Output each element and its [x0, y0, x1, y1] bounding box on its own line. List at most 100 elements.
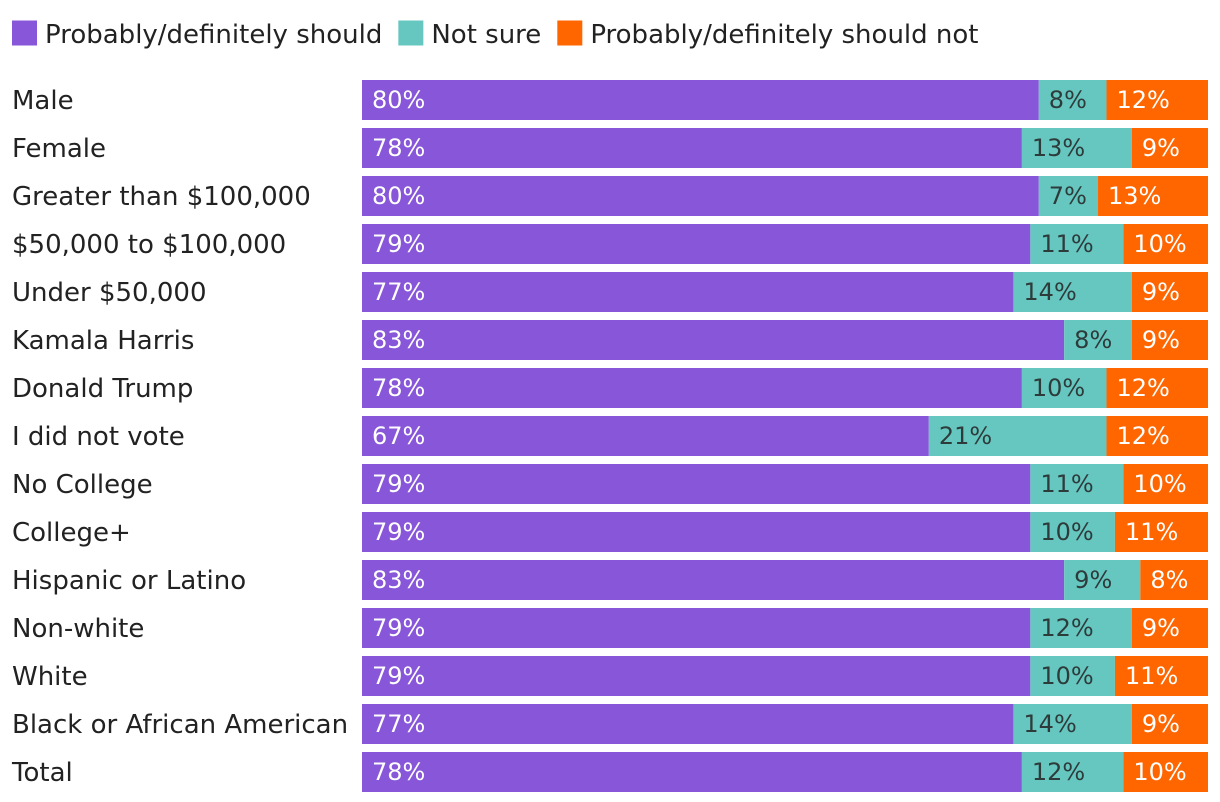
bar-segment-probably-definitely-should-not: [1114, 656, 1208, 696]
value-label: 79%: [372, 470, 425, 498]
value-label: 14%: [1023, 278, 1076, 306]
category-label: Non-white: [12, 614, 144, 644]
bar-segment-not-sure: [1013, 272, 1132, 312]
bar-segment-probably-definitely-should-not: [1098, 176, 1208, 216]
category-label: Total: [11, 758, 73, 788]
category-labels: Male Female Greater than $100,000 $50,000 t…: [11, 86, 348, 788]
category-label: Greater than $100,000: [12, 182, 311, 212]
value-label: 9%: [1142, 326, 1180, 354]
bar-segment-probably-definitely-should: [362, 704, 1014, 744]
value-label: 9%: [1074, 566, 1112, 594]
bar-segment-probably-definitely-should: [362, 224, 1031, 264]
value-label: 10%: [1040, 662, 1093, 690]
value-label: 13%: [1108, 182, 1161, 210]
bar-segment-not-sure: [1030, 656, 1115, 696]
value-label: 77%: [372, 710, 425, 738]
value-label: 7%: [1049, 182, 1087, 210]
bar-segment-not-sure: [1021, 368, 1107, 408]
bar-segment-probably-definitely-should-not: [1123, 224, 1208, 264]
bar-segment-not-sure: [1030, 224, 1124, 264]
bar-segment-probably-definitely-should-not: [1131, 608, 1208, 648]
legend-label-probably-definitely-should: Probably/definitely should: [45, 20, 382, 50]
value-label: 12%: [1040, 614, 1093, 642]
value-label: 10%: [1133, 230, 1186, 258]
legend-swatch-probably-definitely-should-not: [557, 20, 583, 46]
bar-segment-probably-definitely-should: [362, 608, 1031, 648]
value-label: 8%: [1074, 326, 1112, 354]
value-label: 10%: [1133, 758, 1186, 786]
category-label: Donald Trump: [12, 374, 193, 404]
bar-segment-probably-definitely-should-not: [1106, 416, 1208, 456]
category-label: Male: [12, 86, 74, 116]
value-label: 83%: [372, 326, 425, 354]
category-label: White: [12, 662, 88, 692]
value-label: 11%: [1125, 662, 1178, 690]
bar-segment-probably-definitely-should: [362, 320, 1065, 360]
bar-segment-probably-definitely-should-not: [1131, 272, 1208, 312]
bar-segment-probably-definitely-should-not: [1131, 320, 1208, 360]
value-label: 9%: [1142, 710, 1180, 738]
value-label: 10%: [1032, 374, 1085, 402]
category-label: Kamala Harris: [12, 326, 194, 356]
legend-swatch-not-sure: [398, 20, 424, 46]
bar-segment-probably-definitely-should: [362, 464, 1031, 504]
value-label: 83%: [372, 566, 425, 594]
value-label: 80%: [372, 86, 425, 114]
value-label: 77%: [372, 278, 425, 306]
bar-segment-not-sure: [1030, 608, 1132, 648]
bar-segment-probably-definitely-should: [362, 368, 1022, 408]
bar-segment-not-sure: [1021, 752, 1124, 792]
bar-segment-probably-definitely-should: [362, 656, 1031, 696]
value-label: 10%: [1040, 518, 1093, 546]
legend-label-probably-definitely-should-not: Probably/definitely should not: [590, 20, 978, 50]
category-label: No College: [12, 470, 153, 500]
bar-segment-probably-definitely-should-not: [1123, 464, 1208, 504]
value-label: 79%: [372, 662, 425, 690]
category-label: I did not vote: [12, 422, 185, 452]
value-label: 12%: [1116, 374, 1169, 402]
category-label: Under $50,000: [12, 278, 206, 308]
bar-segment-probably-definitely-should: [362, 80, 1039, 120]
legend-swatch-probably-definitely-should: [12, 20, 37, 46]
bar-segment-not-sure: [1030, 512, 1115, 552]
bar-segment-probably-definitely-should: [362, 272, 1014, 312]
bar-segment-probably-definitely-should-not: [1106, 80, 1208, 120]
bar-segment-probably-definitely-should-not: [1123, 752, 1208, 792]
category-label: $50,000 to $100,000: [12, 230, 286, 260]
bar-segment-not-sure: [928, 416, 1107, 456]
bar-segment-not-sure: [1038, 176, 1099, 216]
value-label: 9%: [1142, 278, 1180, 306]
value-label: 21%: [939, 422, 992, 450]
bar-segment-not-sure: [1038, 80, 1107, 120]
bar-segment-not-sure: [1064, 320, 1132, 360]
bar-segment-probably-definitely-should: [362, 512, 1031, 552]
category-label: College+: [12, 518, 131, 548]
value-label: 14%: [1023, 710, 1076, 738]
value-label: 11%: [1040, 230, 1093, 258]
value-label: 12%: [1116, 422, 1169, 450]
category-label: Black or African American: [12, 710, 348, 740]
bar-segment-probably-definitely-should: [362, 128, 1022, 168]
value-label: 78%: [372, 134, 425, 162]
value-label: 79%: [372, 518, 425, 546]
value-label: 8%: [1049, 86, 1087, 114]
bar-segment-probably-definitely-should-not: [1106, 368, 1208, 408]
bar-segment-probably-definitely-should-not: [1131, 704, 1208, 744]
value-label: 11%: [1040, 470, 1093, 498]
bar-segment-not-sure: [1021, 128, 1132, 168]
value-label: 9%: [1142, 134, 1180, 162]
value-label: 67%: [372, 422, 425, 450]
value-label: 78%: [372, 374, 425, 402]
value-label: 13%: [1032, 134, 1085, 162]
value-label: 8%: [1150, 566, 1188, 594]
value-label: 78%: [372, 758, 425, 786]
value-label: 9%: [1142, 614, 1180, 642]
bar-segment-probably-definitely-should: [362, 560, 1065, 600]
category-label: Female: [12, 134, 106, 164]
value-label: 12%: [1032, 758, 1085, 786]
value-label: 80%: [372, 182, 425, 210]
value-label: 10%: [1133, 470, 1186, 498]
value-label: 11%: [1125, 518, 1178, 546]
value-label: 79%: [372, 230, 425, 258]
